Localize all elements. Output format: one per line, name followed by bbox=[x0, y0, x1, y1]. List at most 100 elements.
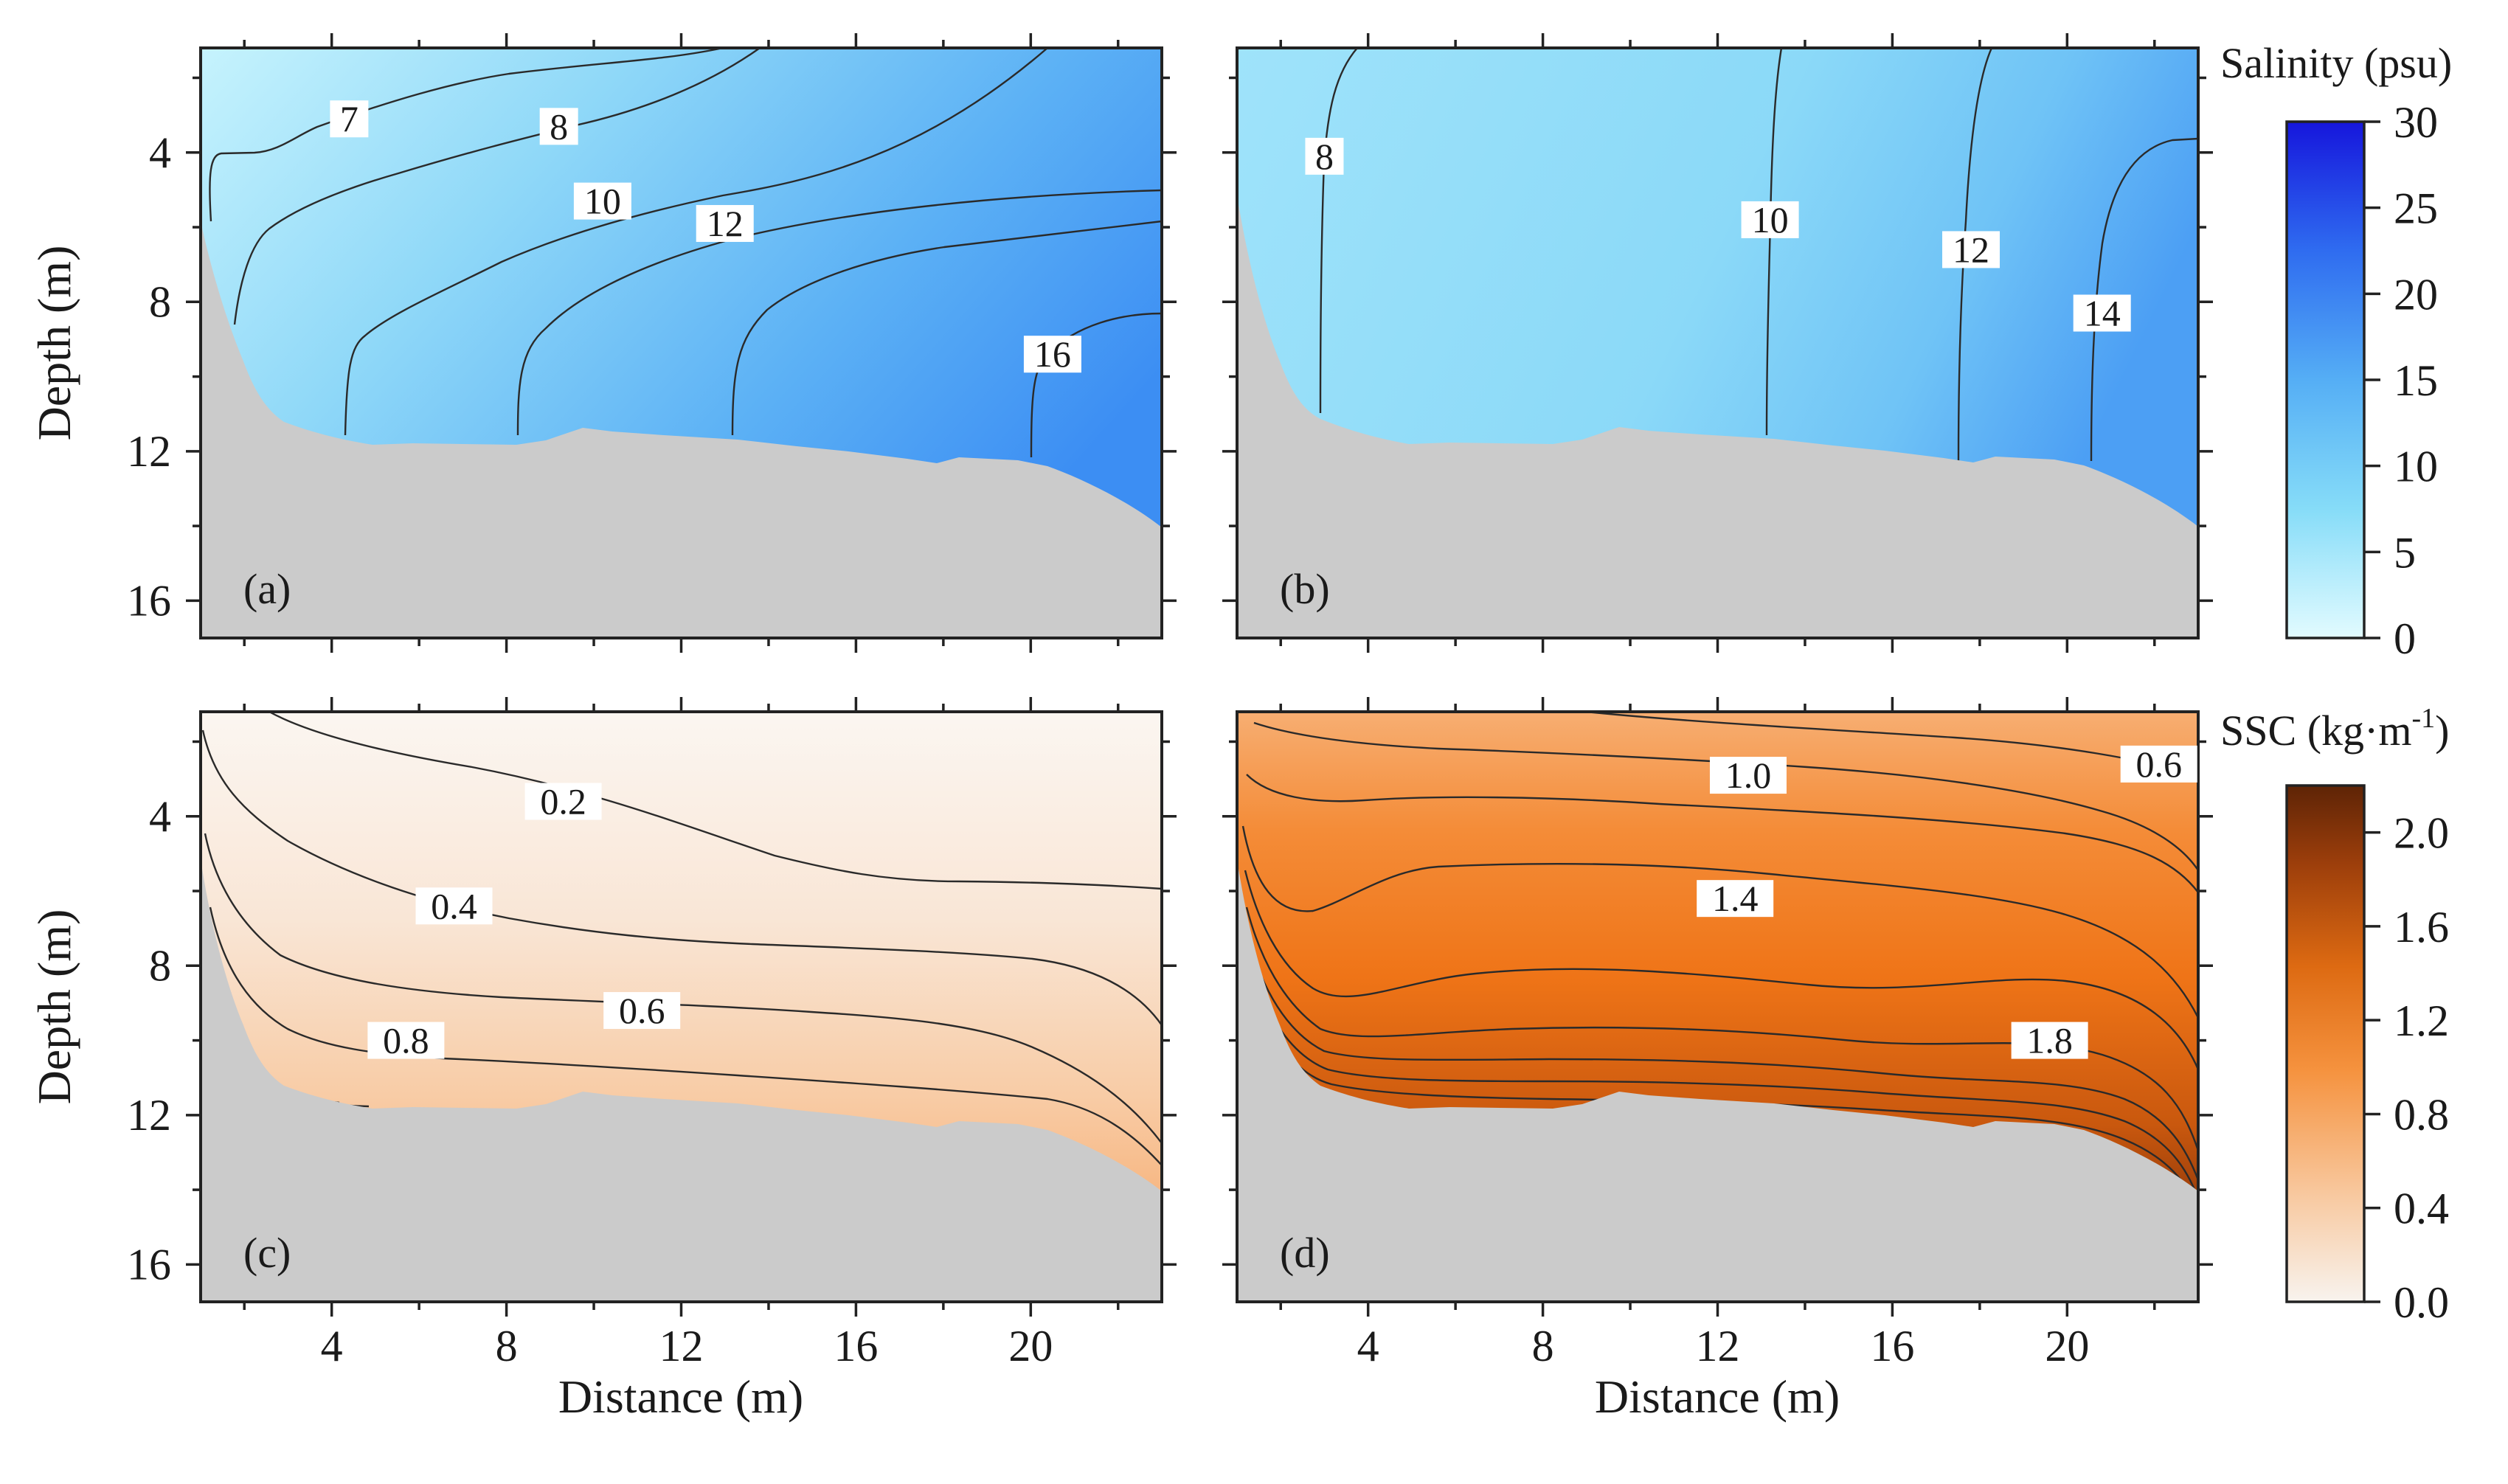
panel-d: 1.0 0.6 1.4 1.8 (d) bbox=[1236, 710, 2200, 1303]
y-axis-title-bottom: Depth (m) bbox=[28, 909, 80, 1105]
contour-label-box bbox=[367, 1022, 445, 1059]
contour-label: 14 bbox=[2084, 292, 2121, 333]
y-tick-label: 4 bbox=[149, 128, 171, 177]
contour-line bbox=[731, 220, 1163, 436]
riverbed bbox=[201, 859, 1162, 1302]
x-tick-label: 20 bbox=[1008, 1322, 1053, 1370]
panel-a-label: (a) bbox=[243, 565, 291, 613]
colorbar-tick-label: 0.4 bbox=[2394, 1185, 2449, 1233]
contour-line bbox=[1957, 47, 1993, 462]
panel-c-contour-labels: 0.2 0.4 0.6 0.8 bbox=[367, 781, 681, 1061]
colorbar-ssc-ticks: 0.0 0.4 0.8 1.2 1.6 2.0 bbox=[2364, 809, 2449, 1327]
contour-label: 0.8 bbox=[383, 1020, 429, 1061]
x-axis-title-right: Distance (m) bbox=[1595, 1370, 1840, 1423]
contour-line bbox=[1241, 825, 2200, 1019]
x-tick-label: 4 bbox=[321, 1322, 343, 1370]
riverbed bbox=[1237, 195, 2198, 638]
contour-line bbox=[516, 189, 1163, 436]
contour-label: 8 bbox=[550, 105, 568, 147]
contour-label: 0.4 bbox=[431, 885, 477, 926]
contour-label-box bbox=[2073, 294, 2131, 332]
contour-label-box bbox=[603, 992, 681, 1030]
colorbar-salinity-title: Salinity (psu) bbox=[2220, 39, 2452, 87]
contour-label-box bbox=[2011, 1022, 2088, 1059]
panel-d-label: (d) bbox=[1280, 1229, 1330, 1277]
contour-line bbox=[2090, 137, 2199, 462]
contour-label-box bbox=[1023, 336, 1081, 373]
colorbar-tick-label: 10 bbox=[2394, 443, 2438, 491]
contour-line bbox=[201, 729, 1163, 1026]
y-tick-label: 4 bbox=[149, 792, 171, 841]
colorbar-tick-label: 20 bbox=[2394, 270, 2438, 319]
contour-label-box bbox=[2120, 745, 2197, 783]
y-tick-label: 8 bbox=[149, 277, 171, 326]
x-tick-label: 8 bbox=[1532, 1322, 1554, 1370]
panel-d-contour-labels: 1.0 0.6 1.4 1.8 bbox=[1697, 743, 2197, 1061]
contour-label-box bbox=[539, 108, 578, 145]
contour-label-box bbox=[1709, 757, 1787, 794]
panel-a: 7 8 10 12 16 (a) bbox=[199, 46, 1163, 639]
y-tick-label: 16 bbox=[127, 576, 171, 625]
contour-label: 0.6 bbox=[619, 990, 665, 1031]
contour-label-box bbox=[1697, 880, 1774, 918]
colorbar-tick-label: 0 bbox=[2394, 614, 2416, 663]
colorbar-tick-label: 2.0 bbox=[2394, 809, 2449, 858]
colorbar-salinity-bar bbox=[2285, 120, 2366, 639]
panel-c-label: (c) bbox=[243, 1229, 291, 1277]
panel-b-contour-labels: 8 10 12 14 bbox=[1305, 136, 2131, 333]
y-axis-title-top: Depth (m) bbox=[28, 246, 80, 441]
panel-b-label: (b) bbox=[1280, 565, 1330, 613]
y-tick-label: 8 bbox=[149, 941, 171, 990]
colorbar-tick-label: 0.0 bbox=[2394, 1278, 2449, 1327]
contour-label-box bbox=[1305, 137, 1344, 175]
contour-label: 16 bbox=[1034, 333, 1071, 375]
contour-line bbox=[1246, 774, 2199, 893]
x-tick-label: 12 bbox=[659, 1322, 704, 1370]
contour-label-box bbox=[573, 182, 631, 220]
colorbar-tick-label: 1.2 bbox=[2394, 996, 2449, 1045]
contour-label-box bbox=[415, 887, 493, 925]
y-tick-label: 12 bbox=[127, 1091, 171, 1140]
contour-label: 10 bbox=[1752, 199, 1789, 240]
contour-label: 8 bbox=[1315, 136, 1334, 177]
colorbar-tick-label: 0.8 bbox=[2394, 1090, 2449, 1139]
colorbar-ssc-bar bbox=[2285, 784, 2366, 1303]
x-tick-label: 4 bbox=[1357, 1322, 1379, 1370]
contour-line bbox=[344, 47, 1048, 436]
colorbar-ssc: SSC (kg·m-1) 0.0 0.4 0.8 1.2 1.6 2.0 bbox=[2220, 703, 2449, 1327]
panel-a-contours bbox=[209, 46, 1163, 458]
contour-label: 1.0 bbox=[1725, 755, 1772, 796]
colorbar-salinity-ticks: 0 5 10 15 20 25 30 bbox=[2364, 98, 2438, 663]
panel-b: 8 10 12 14 (b) bbox=[1236, 46, 2200, 639]
colorbar-tick-label: 5 bbox=[2394, 528, 2416, 577]
colorbar-tick-label: 15 bbox=[2394, 356, 2438, 405]
contour-label: 12 bbox=[707, 203, 744, 244]
panel-a-contour-labels: 7 8 10 12 16 bbox=[330, 98, 1081, 375]
contour-line bbox=[1247, 936, 2200, 1181]
contour-line bbox=[1248, 958, 2200, 1199]
contour-line bbox=[233, 47, 761, 325]
contour-label-box bbox=[696, 204, 754, 242]
contour-line bbox=[1244, 870, 2200, 1070]
x-axis-title-left: Distance (m) bbox=[558, 1370, 803, 1423]
contour-line bbox=[269, 710, 1163, 890]
colorbar-ssc-title: SSC (kg·m-1) bbox=[2220, 703, 2449, 755]
y-tick-label: 16 bbox=[127, 1240, 171, 1289]
contour-label: 12 bbox=[1953, 229, 1989, 270]
contour-label: 7 bbox=[340, 98, 358, 139]
contour-line bbox=[209, 906, 1163, 1166]
contour-label: 1.8 bbox=[2026, 1020, 2073, 1061]
contour-label: 1.4 bbox=[1712, 878, 1759, 919]
riverbed bbox=[1237, 859, 2198, 1302]
colorbar-salinity: Salinity (psu) 0 5 10 15 20 25 30 bbox=[2220, 39, 2452, 663]
colorbar-tick-label: 25 bbox=[2394, 184, 2438, 233]
contour-label-box bbox=[1942, 231, 2000, 268]
contour-label-box bbox=[1741, 201, 1799, 238]
contour-line bbox=[1319, 47, 1358, 414]
colorbar-tick-label: 30 bbox=[2394, 98, 2438, 147]
panel-c: 0.2 0.4 0.6 0.8 (c) bbox=[199, 710, 1163, 1303]
contour-label: 0.6 bbox=[2135, 743, 2182, 785]
contour-label-box bbox=[524, 783, 602, 820]
x-tick-label: 8 bbox=[496, 1322, 518, 1370]
